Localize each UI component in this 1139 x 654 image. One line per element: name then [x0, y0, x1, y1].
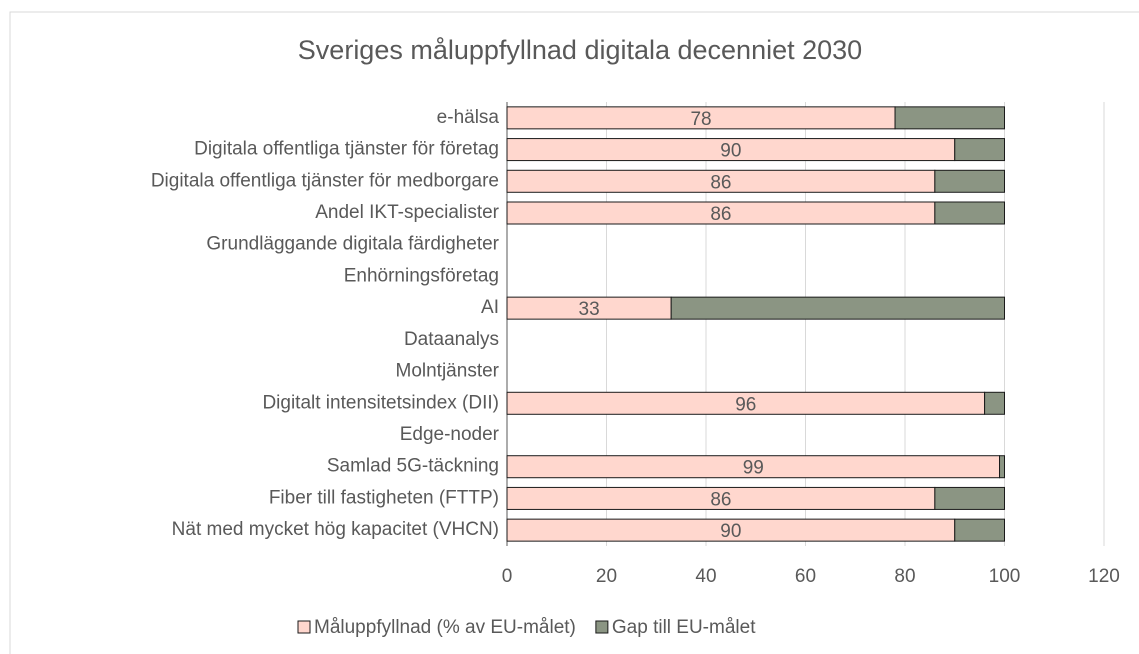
x-tick-label: 0	[502, 566, 513, 587]
y-tick-label: AI	[481, 297, 499, 318]
bar-segment	[894, 106, 1005, 130]
bar-segment	[934, 169, 1005, 193]
data-label: 78	[690, 109, 711, 130]
bar-segment	[934, 486, 1005, 510]
legend-swatch	[297, 620, 311, 634]
y-tick-label: Fiber till fastigheten (FTTP)	[269, 487, 499, 508]
x-tick-label: 120	[1088, 566, 1120, 587]
x-tick-label: 100	[989, 566, 1021, 587]
data-label: 86	[710, 172, 731, 193]
bar-segment	[954, 138, 1005, 162]
y-tick-label: e-hälsa	[437, 107, 500, 128]
data-label: 90	[720, 521, 741, 542]
y-tick-label: Nät med mycket hög kapacitet (VHCN)	[172, 519, 499, 540]
y-tick-label: Enhörningsföretag	[344, 265, 499, 286]
x-tick-label: 40	[695, 566, 716, 587]
y-tick-label: Molntjänster	[396, 361, 500, 382]
data-label: 90	[720, 141, 741, 162]
bar-segment	[984, 391, 1005, 415]
y-tick-label: Grundläggande digitala färdigheter	[206, 234, 499, 255]
bar-segment	[954, 518, 1005, 542]
x-tick-label: 60	[795, 566, 816, 587]
y-tick-label: Samlad 5G-täckning	[327, 456, 499, 477]
data-label: 96	[735, 394, 756, 415]
legend-swatch	[595, 620, 609, 634]
x-tick-label: 80	[894, 566, 915, 587]
y-tick-label: Edge-noder	[400, 424, 500, 445]
y-tick-label: Digitala offentliga tjänster för medborg…	[151, 170, 499, 191]
x-tick-label: 20	[596, 566, 617, 587]
chart-title: Sveriges måluppfyllnad digitala decennie…	[298, 35, 862, 65]
legend-label: Gap till EU-målet	[612, 617, 756, 638]
data-label: 33	[579, 299, 600, 320]
y-tick-label: Digitalt intensitetsindex (DII)	[262, 392, 499, 413]
y-tick-label: Andel IKT-specialister	[315, 202, 499, 223]
bar-segment	[670, 296, 1005, 320]
bar-segment	[999, 455, 1006, 479]
data-label: 86	[710, 204, 731, 225]
legend-label: Måluppfyllnad (% av EU-målet)	[314, 617, 576, 638]
bar-segment	[934, 201, 1005, 225]
y-tick-label: Digitala offentliga tjänster för företag	[194, 139, 499, 160]
data-label: 86	[710, 489, 731, 510]
y-tick-label: Dataanalys	[404, 329, 499, 350]
data-label: 99	[743, 458, 764, 479]
